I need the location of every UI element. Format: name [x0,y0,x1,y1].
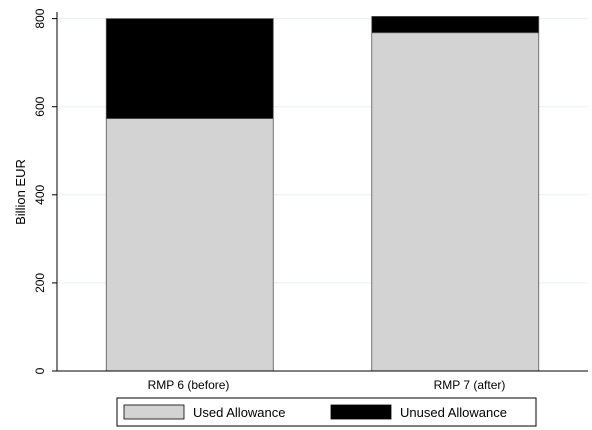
y-ticks: 0 200 400 600 800 [33,8,57,374]
legend: Used Allowance Unused Allowance [116,397,537,427]
legend-swatch-used [123,404,185,420]
legend-swatch-unused [330,404,392,420]
bar-used-1 [105,118,274,372]
legend-label-unused: Unused Allowance [400,405,507,420]
axes: Billion EUR [13,12,588,372]
x-tick-label-rmp6: RMP 6 (before) [148,378,230,392]
y-axis-title: Billion EUR [13,159,28,225]
legend-label-used: Used Allowance [193,405,286,420]
y-tick-label-600: 600 [33,96,47,116]
bars [105,16,540,372]
y-tick-label-200: 200 [33,273,47,293]
bar-unused-1 [105,18,274,119]
x-tick-labels: RMP 6 (before) RMP 7 (after) [148,378,506,392]
legend-box [116,397,537,427]
y-tick-label-400: 400 [33,184,47,204]
x-tick-label-rmp7: RMP 7 (after) [434,378,506,392]
y-tick-label-0: 0 [33,367,47,374]
y-tick-label-800: 800 [33,8,47,28]
bar-used-2 [371,32,540,372]
bar-unused-2 [371,16,540,34]
